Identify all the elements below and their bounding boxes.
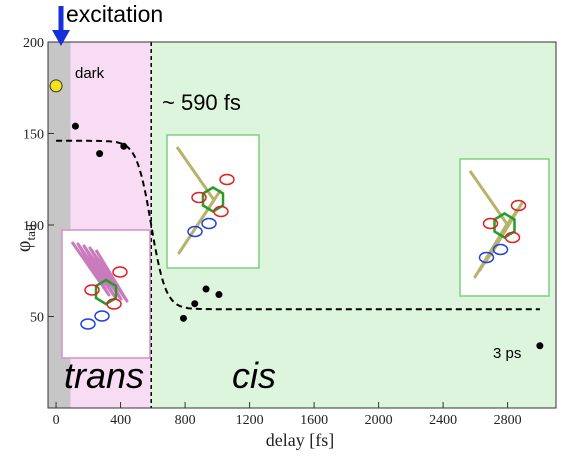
x-tick-label: 1200: [236, 413, 264, 428]
y-axis-label: φtail: [13, 224, 38, 253]
density-blob: [504, 231, 521, 244]
axis-ticks: 0 400 800 1200 1600 2000 2400 2800 50 100 150 200: [23, 36, 522, 428]
data-point: [71, 122, 79, 130]
density-blob: [94, 310, 110, 322]
cis-late-structure: [459, 158, 550, 297]
data-points: [49, 79, 544, 350]
data-point: [179, 314, 187, 322]
data-point: [202, 285, 210, 293]
x-tick-label: 400: [110, 413, 131, 428]
ring-structure: [201, 186, 225, 213]
x-tick-label: 1600: [300, 413, 328, 428]
thumbnail-frame: [61, 229, 151, 359]
x-tick-label: 2800: [494, 413, 522, 428]
excitation-arrow: [52, 6, 70, 46]
density-blob: [482, 217, 499, 230]
molecule-sticks: [70, 241, 129, 303]
dark-label: dark: [75, 65, 105, 82]
y-axis-label-sub: tail: [23, 224, 38, 241]
x-tick-label: 2400: [429, 413, 457, 428]
data-point: [536, 342, 544, 350]
density-blob: [80, 318, 96, 330]
x-tick-label: 0: [53, 413, 60, 428]
y-tick-label: 100: [23, 219, 44, 234]
density-blob: [191, 191, 207, 204]
y-tick-label: 50: [30, 311, 44, 326]
density-blob: [478, 251, 495, 264]
density-blob: [201, 217, 217, 230]
density-blob: [106, 298, 122, 310]
data-point: [191, 300, 199, 308]
y-tick-label: 200: [23, 36, 44, 51]
y-tick-label: 150: [23, 128, 44, 143]
x-tick-label: 800: [175, 413, 196, 428]
x-axis-label: delay [fs]: [266, 430, 334, 450]
density-blob: [187, 225, 203, 238]
ring-structure: [493, 212, 516, 239]
density-blob: [492, 243, 509, 256]
density-blob: [510, 199, 527, 212]
fit-curve-layer: [56, 139, 540, 311]
cis-early-structure: [166, 134, 260, 269]
y-axis-label-main: φ: [13, 241, 35, 253]
data-point: [215, 291, 223, 299]
trans-label: trans: [64, 355, 144, 396]
density-blob: [84, 284, 100, 296]
cis-label: cis: [232, 355, 276, 396]
density-blob: [213, 205, 229, 218]
x-tick-label: 2000: [365, 413, 393, 428]
trans-structure: [61, 229, 151, 359]
transition-label: ~ 590 fs: [162, 90, 241, 115]
ring-structure: [94, 278, 118, 306]
data-point: [120, 142, 128, 150]
fit-curve: [56, 139, 540, 311]
density-blob: [219, 173, 235, 186]
dark-point: [49, 79, 63, 93]
late-point-label: 3 ps: [493, 345, 521, 362]
molecule-sticks: [468, 170, 524, 279]
density-blob: [112, 266, 128, 278]
excitation-label: excitation: [66, 1, 163, 27]
data-point: [96, 150, 104, 158]
structure-thumbnails: [61, 134, 550, 359]
